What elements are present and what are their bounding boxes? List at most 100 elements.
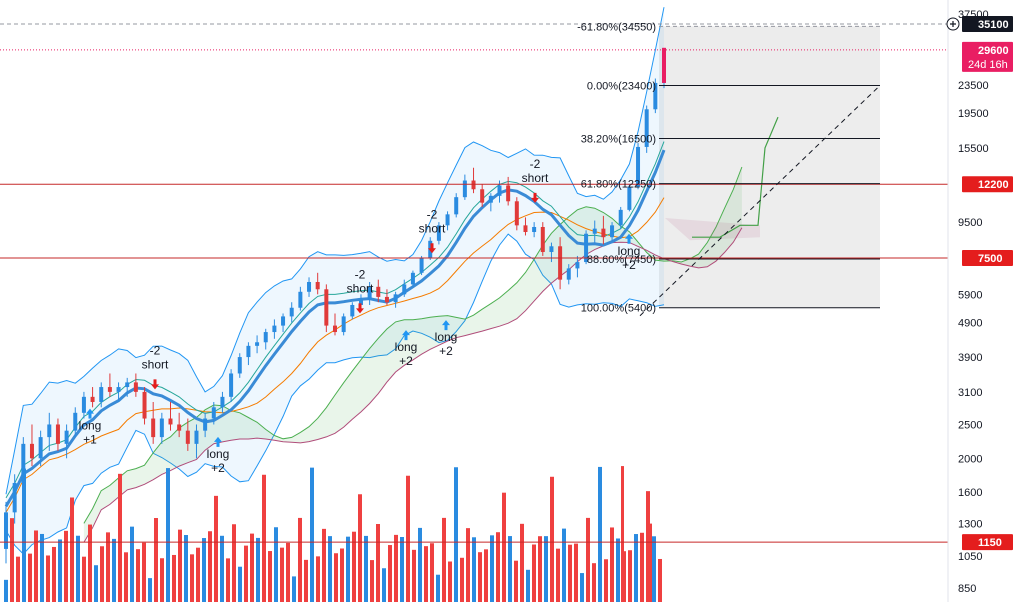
volume-bar — [634, 534, 638, 602]
volume-bar — [562, 528, 566, 602]
candle-body — [653, 82, 658, 110]
volume-bar-spike — [621, 466, 624, 602]
candle-body — [454, 197, 459, 215]
signal-label: +1 — [83, 433, 97, 447]
candle-body — [610, 225, 615, 238]
candle — [47, 412, 52, 451]
volume-bar — [412, 549, 416, 602]
price-badge-sublabel: 24d 16h — [968, 59, 1008, 71]
signal-long — [442, 320, 450, 331]
candle-body — [514, 201, 519, 226]
candle — [203, 412, 208, 438]
y-tick-label: 3900 — [958, 352, 982, 364]
volume-bar — [142, 542, 146, 602]
signal-long — [86, 408, 94, 419]
volume-bar — [46, 555, 50, 602]
candle — [566, 264, 571, 285]
volume-bar — [172, 554, 176, 602]
volume-bar — [648, 523, 652, 602]
signal-label: -2 — [427, 207, 438, 221]
projected-cloud — [665, 217, 760, 241]
candle — [81, 391, 86, 419]
fib-level-label: 100.00%(5400) — [581, 303, 656, 315]
candle-body — [436, 225, 441, 241]
candle — [246, 342, 251, 366]
candle-body — [211, 407, 216, 419]
volume-bar — [478, 552, 482, 602]
volume-bar — [628, 550, 632, 602]
candle — [168, 401, 173, 431]
volume-bar — [436, 574, 440, 602]
candle-layer — [4, 47, 666, 564]
volume-bar — [328, 536, 332, 602]
volume-bar — [430, 543, 434, 602]
candle-body — [263, 332, 268, 343]
candle — [21, 437, 26, 493]
volume-bar — [280, 547, 284, 602]
candle-body — [151, 418, 156, 438]
volume-bar — [442, 517, 446, 602]
volume-bar — [496, 532, 500, 602]
y-tick-label: 37500 — [958, 9, 989, 21]
volume-bar — [490, 535, 494, 602]
volume-bar — [556, 548, 560, 602]
volume-bar — [586, 517, 590, 602]
volume-bar — [406, 475, 410, 602]
volume-bar — [580, 573, 584, 602]
candle — [307, 277, 312, 297]
volume-bar — [238, 566, 242, 602]
signal-label: -2 — [530, 157, 541, 171]
candle-body — [90, 396, 95, 402]
volume-bar — [400, 537, 404, 602]
candle-body — [350, 304, 355, 317]
volume-bar — [520, 523, 524, 602]
volume-bar — [394, 534, 398, 602]
candle-body — [592, 228, 597, 234]
signal-arrow-down-icon — [151, 379, 159, 390]
candle-body — [55, 424, 60, 444]
candle — [618, 206, 623, 229]
volume-bar — [94, 565, 98, 602]
signal-short — [531, 192, 539, 203]
candle — [584, 230, 589, 265]
volume-bar — [364, 535, 368, 602]
candle — [315, 272, 320, 295]
candle-body — [29, 443, 34, 459]
candle-body — [575, 262, 580, 269]
volume-bar — [184, 535, 188, 602]
signal-arrow-down-icon — [356, 303, 364, 314]
candle-body — [281, 316, 286, 326]
candle — [480, 184, 485, 207]
volume-bar — [154, 518, 158, 602]
volume-bar — [640, 532, 644, 602]
price-badge-label: 7500 — [978, 253, 1002, 265]
volume-bar — [526, 569, 530, 602]
volume-bar — [460, 557, 464, 602]
volume-bar — [112, 538, 116, 602]
volume-bar — [82, 556, 86, 602]
price-badge-label: 35100 — [978, 19, 1009, 31]
candle-body — [99, 387, 104, 402]
projected-path — [692, 116, 779, 238]
price-axis-bg — [948, 0, 1013, 602]
candle — [462, 174, 467, 200]
signal-long — [402, 330, 410, 341]
signal-label: long — [395, 340, 418, 354]
candle-body — [410, 272, 415, 285]
volume-bar — [52, 546, 56, 602]
candle — [29, 424, 34, 467]
volume-bar — [382, 568, 386, 602]
candle-body — [566, 268, 571, 280]
volume-bar — [370, 560, 374, 602]
candle — [333, 313, 337, 336]
volume-bar — [652, 536, 656, 602]
candle — [12, 474, 17, 524]
candle — [575, 255, 580, 278]
candle-body — [177, 424, 182, 431]
volume-bar — [202, 538, 206, 602]
volume-bar — [508, 536, 512, 602]
volume-bar — [616, 538, 620, 602]
volume-bar — [574, 543, 578, 602]
candle — [133, 373, 138, 397]
volume-bar — [358, 494, 362, 602]
